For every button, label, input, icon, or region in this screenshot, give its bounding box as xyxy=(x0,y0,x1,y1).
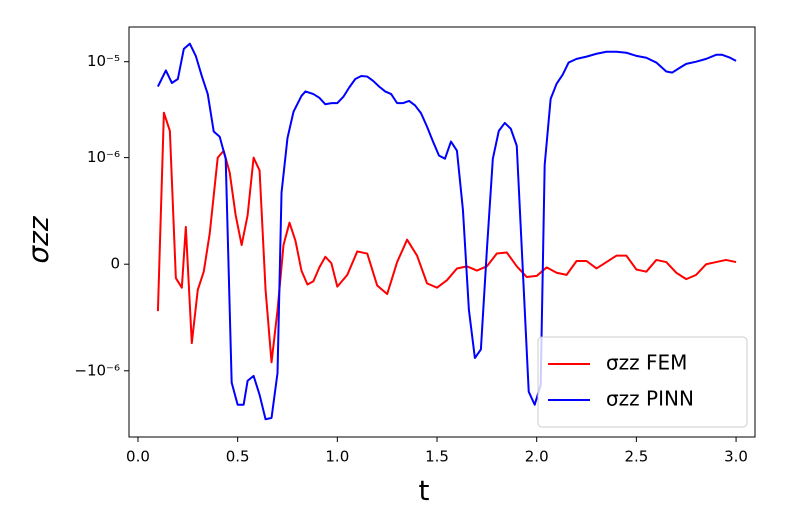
x-tick-label: 2.5 xyxy=(624,448,648,466)
y-tick-label: 0 xyxy=(110,255,120,273)
x-tick-label: 3.0 xyxy=(724,448,748,466)
legend-box xyxy=(537,336,748,428)
legend-label: σzz PINN xyxy=(606,387,694,411)
x-axis-label: t xyxy=(419,474,430,507)
x-tick-label: 1.5 xyxy=(425,448,449,466)
x-tick-label: 0.5 xyxy=(226,448,250,466)
plot-frame xyxy=(128,26,756,438)
y-axis-label: σzz xyxy=(22,215,55,263)
x-tick-label: 2.0 xyxy=(525,448,549,466)
y-tick-label: −10⁻⁶ xyxy=(74,361,120,379)
legend-label: σzz FEM xyxy=(606,351,687,375)
series-line xyxy=(156,111,737,364)
series-line xyxy=(157,42,737,421)
y-tick-label: 10⁻⁶ xyxy=(87,148,120,166)
x-tick-label: 1.0 xyxy=(325,448,349,466)
x-tick-label: 0.0 xyxy=(126,448,150,466)
y-tick-label: 10⁻⁵ xyxy=(87,52,120,70)
